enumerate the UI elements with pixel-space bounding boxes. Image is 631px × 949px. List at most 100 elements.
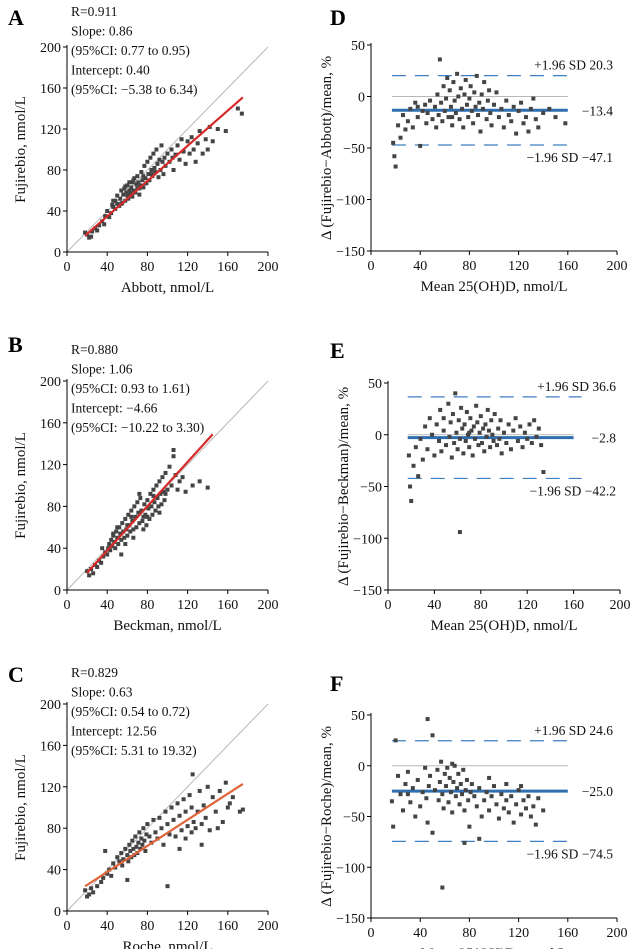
data-point <box>469 108 474 113</box>
data-point <box>133 514 138 519</box>
y-axis-label: Δ (Fujirebio−Beckman)/mean, % <box>336 387 352 586</box>
data-point <box>138 183 143 188</box>
data-point <box>396 773 401 778</box>
data-point <box>227 801 232 806</box>
y-tick-label: 0 <box>375 429 382 444</box>
x-tick-label: 200 <box>607 926 628 941</box>
data-point <box>240 807 245 812</box>
data-point <box>130 180 135 185</box>
data-point <box>237 809 242 814</box>
data-point <box>536 796 541 801</box>
data-point <box>113 198 118 203</box>
data-point <box>220 819 225 824</box>
data-point <box>481 426 486 431</box>
data-point <box>144 523 149 528</box>
stat-text: Slope: 1.06 <box>71 362 133 377</box>
data-point <box>93 226 98 231</box>
data-point <box>536 426 541 431</box>
data-point <box>499 792 504 797</box>
data-point <box>197 788 202 793</box>
data-point <box>446 401 451 406</box>
data-point <box>474 804 479 809</box>
data-point <box>444 443 448 448</box>
data-point <box>143 512 148 517</box>
y-axis-label: Δ (Fujirebio−Abbott)/mean, % <box>319 56 335 240</box>
x-axis-label: Roche, nmol/L <box>123 939 213 949</box>
data-point <box>486 428 491 433</box>
data-point <box>153 170 158 175</box>
data-point <box>105 552 110 557</box>
data-point <box>480 106 485 111</box>
data-point <box>195 141 200 146</box>
data-point <box>155 496 160 501</box>
data-point <box>532 418 537 423</box>
y-tick-label: 0 <box>358 760 365 775</box>
data-point <box>511 428 516 433</box>
data-point <box>464 409 469 414</box>
data-point <box>210 139 215 144</box>
x-tick-label: 0 <box>368 259 375 274</box>
data-point <box>141 185 146 190</box>
data-point <box>103 848 108 853</box>
x-tick-label: 40 <box>100 260 114 275</box>
data-point <box>467 430 472 435</box>
data-point <box>187 793 192 798</box>
data-point <box>130 838 135 843</box>
data-point <box>494 90 499 95</box>
data-point <box>163 491 168 496</box>
data-point <box>506 113 511 118</box>
data-point <box>95 884 100 889</box>
data-point <box>468 790 473 795</box>
data-point <box>418 143 423 148</box>
data-point <box>157 815 162 820</box>
data-point <box>440 119 445 124</box>
data-point <box>473 104 478 109</box>
data-point <box>452 98 457 103</box>
data-point <box>177 846 182 851</box>
data-point <box>171 817 176 822</box>
data-point <box>461 451 466 456</box>
data-point <box>440 885 445 890</box>
data-point <box>215 826 220 831</box>
data-point <box>175 801 180 806</box>
y-tick-label: 200 <box>40 375 61 390</box>
x-tick-label: 200 <box>607 259 628 274</box>
data-point <box>205 784 210 789</box>
data-point <box>450 412 455 417</box>
data-point <box>189 135 194 140</box>
data-point <box>541 470 546 475</box>
data-point <box>197 129 202 134</box>
data-point <box>230 795 235 800</box>
data-point <box>128 529 133 534</box>
data-point <box>125 523 130 528</box>
y-tick-label: 50 <box>351 39 365 54</box>
data-point <box>165 884 170 889</box>
data-point <box>142 502 147 507</box>
data-point <box>151 487 156 492</box>
data-point <box>152 500 157 505</box>
data-point <box>553 115 558 120</box>
data-point <box>457 802 462 807</box>
data-point <box>406 453 411 458</box>
data-point <box>430 733 435 738</box>
y-tick-label: 50 <box>351 709 365 724</box>
data-point <box>130 519 135 524</box>
x-tick-label: 200 <box>258 260 279 275</box>
stat-text: Intercept: 12.56 <box>71 724 157 739</box>
data-point <box>117 859 122 864</box>
y-tick-label: 40 <box>47 205 61 220</box>
data-point <box>460 106 465 111</box>
data-point <box>239 111 244 116</box>
data-point <box>131 178 136 183</box>
data-point <box>115 201 120 206</box>
data-point <box>536 125 541 130</box>
data-point <box>111 198 116 203</box>
stat-text: Intercept: 0.40 <box>71 63 150 78</box>
data-point <box>159 143 164 148</box>
data-point <box>473 436 477 441</box>
data-point <box>496 426 501 431</box>
y-tick-label: −100 <box>336 861 365 876</box>
data-point <box>436 798 441 803</box>
data-point <box>159 502 164 507</box>
